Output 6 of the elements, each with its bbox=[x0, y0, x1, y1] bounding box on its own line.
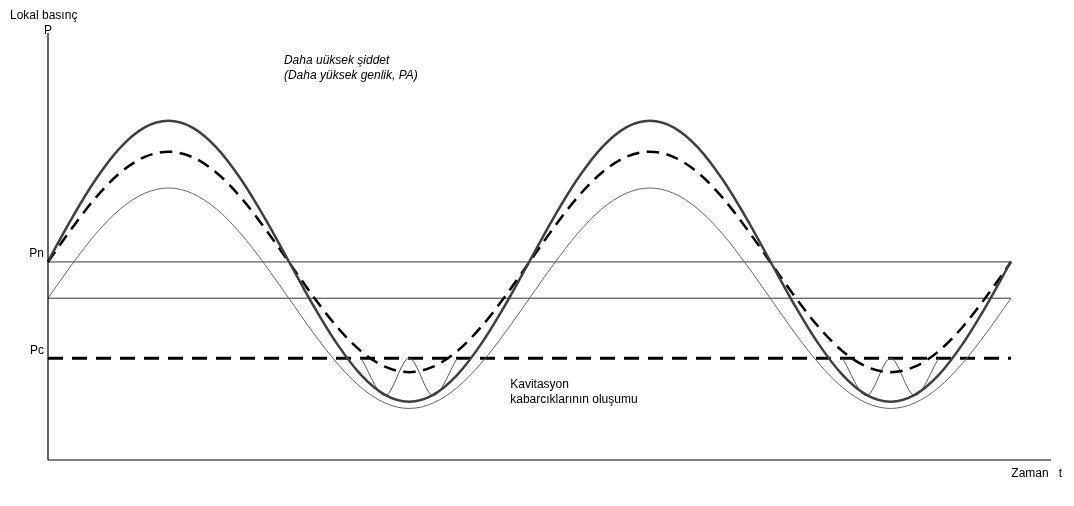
text: Lokal basınç P bbox=[10, 8, 78, 38]
ref-line-label: Pc bbox=[29, 342, 44, 357]
x-axis-title: Zaman t bbox=[1011, 466, 1063, 481]
ref-line-label: Pn bbox=[29, 246, 44, 261]
text: Daha uüksek şiddet (Daha yüksek genlik, PA) bbox=[283, 53, 418, 83]
annotation: Kavitasyon kabarcıklarının oluşumu bbox=[510, 376, 638, 406]
